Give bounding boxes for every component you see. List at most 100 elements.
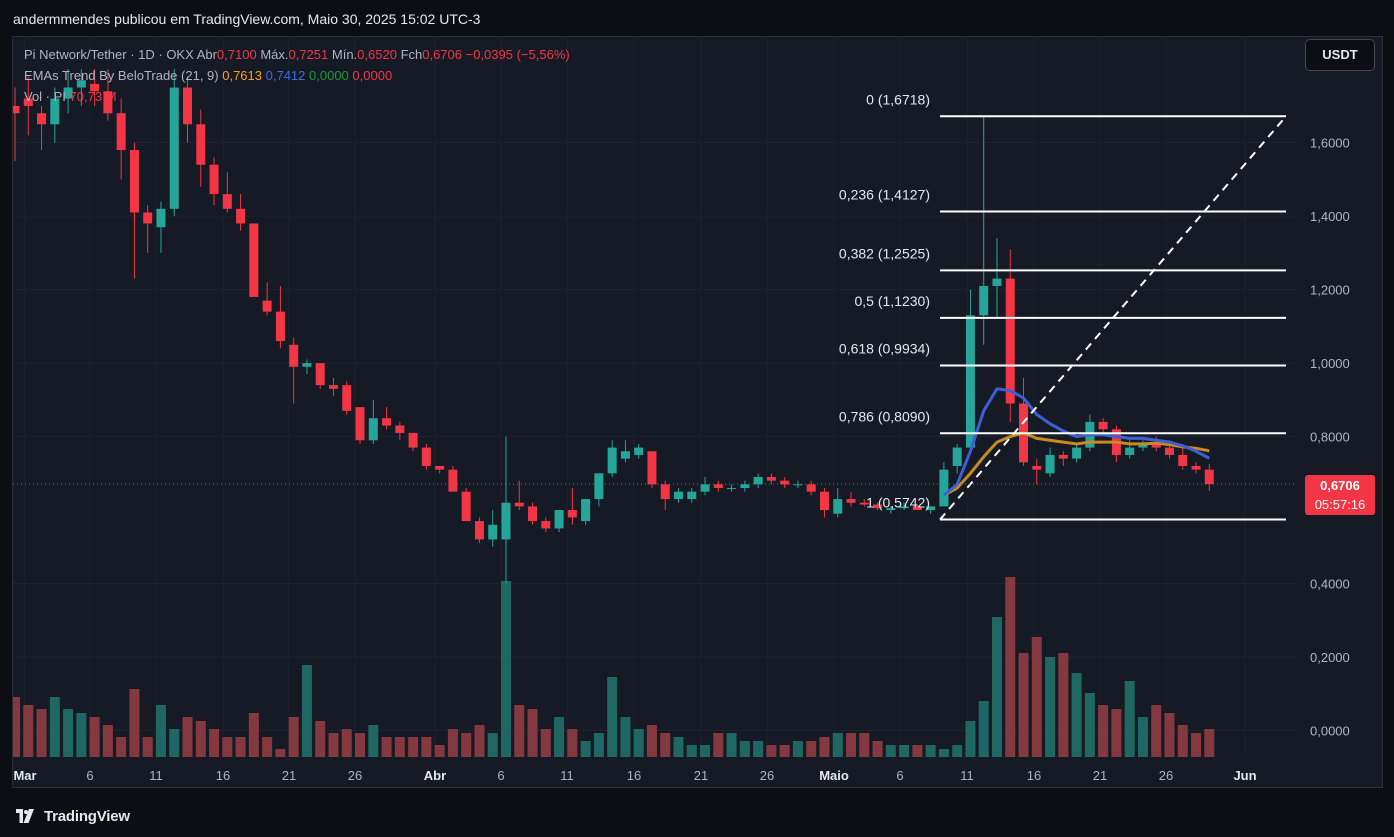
candle-body: [674, 491, 683, 500]
y-tick-label: 0,2000: [1310, 650, 1350, 665]
candle-body: [1138, 443, 1148, 448]
candle-body: [209, 164, 219, 195]
candle-body: [23, 98, 33, 106]
fib-level-label: 0,382 (1,2525): [839, 245, 930, 261]
candle-body: [939, 469, 949, 507]
candle-body: [116, 113, 126, 151]
volume-bar: [660, 733, 671, 757]
candle-body: [793, 484, 803, 486]
x-tick-label: 21: [694, 768, 708, 783]
top-bar: andermmendes publicou em TradingView.com…: [0, 0, 1394, 36]
candle-body: [289, 344, 299, 367]
chart-legend: Pi Network/Tether · 1D · OKX Abr0,7100 M…: [24, 44, 570, 107]
chart-panel[interactable]: [12, 36, 1383, 788]
ema-indicator-name[interactable]: EMAs Trend By BeloTrade (21, 9): [24, 68, 219, 83]
symbol-title[interactable]: Pi Network/Tether · 1D · OKX: [24, 47, 194, 62]
volume-indicator-name[interactable]: Vol · PI: [24, 89, 66, 104]
candle-body: [421, 447, 431, 466]
volume-bar: [89, 717, 100, 757]
candle-body: [461, 491, 471, 522]
volume-value: 70,73 M: [69, 89, 117, 104]
tradingview-brand[interactable]: TradingView: [44, 807, 130, 825]
candle-body: [753, 476, 763, 485]
candle-body: [448, 469, 458, 492]
candle-body: [156, 208, 166, 228]
plot-area: 0 (1,6718) 0,236 (1,4127) 0,382 (1,2525) 0,…: [13, 69, 1296, 757]
candle-body: [1058, 454, 1068, 459]
candle-body: [528, 506, 538, 522]
candle-body: [766, 476, 776, 481]
volume-bar: [129, 689, 140, 757]
candle-body: [514, 502, 524, 507]
candle-body: [435, 465, 445, 470]
candle-body: [926, 506, 936, 511]
fib-level-label: 0,236 (1,4127): [839, 186, 930, 202]
x-tick-label: 11: [149, 768, 163, 783]
ema-value-2: 0,7412: [265, 68, 306, 83]
current-price-tag: 0,6706 05:57:16: [1305, 475, 1375, 515]
candle-body: [37, 113, 47, 125]
volume-bar: [315, 721, 326, 757]
volume-bar: [288, 717, 299, 757]
volume-bar: [1111, 709, 1122, 757]
candle-body: [1125, 447, 1135, 455]
symbol-row[interactable]: Pi Network/Tether · 1D · OKX Abr0,7100 M…: [24, 44, 570, 65]
candle-body: [873, 504, 883, 509]
currency-button[interactable]: USDT: [1305, 39, 1375, 71]
volume-bar: [1005, 577, 1016, 757]
candle-body: [554, 510, 564, 529]
volume-bar: [434, 745, 445, 757]
x-tick-label: 16: [1027, 768, 1041, 783]
candle-body: [1151, 443, 1161, 448]
volume-bar: [1204, 729, 1215, 757]
x-tick-label: 11: [960, 768, 974, 783]
candle-body: [408, 432, 418, 448]
x-tick-label: Jun: [1233, 768, 1256, 783]
volume-bar: [593, 733, 604, 757]
y-tick-label: 1,2000: [1310, 283, 1350, 298]
candle-body: [488, 524, 498, 540]
volume-bar: [554, 717, 565, 757]
candle-body: [1178, 454, 1188, 466]
volume-bar: [859, 733, 870, 757]
y-tick-label: 0,8000: [1310, 430, 1350, 445]
candle-body: [76, 80, 86, 88]
candle-body: [501, 502, 511, 540]
fib-level-label: 0,618 (0,9934): [839, 341, 930, 357]
volume-bar: [222, 737, 233, 757]
y-tick-label: 0,4000: [1310, 577, 1350, 592]
candle-body: [50, 98, 60, 125]
candle-body: [594, 473, 604, 500]
x-tick-label: 11: [560, 768, 574, 783]
close-value: 0,6706: [422, 47, 462, 62]
volume-bar: [978, 701, 989, 757]
volume-bar: [1058, 653, 1069, 757]
open-value: 0,7100: [216, 47, 257, 62]
volume-bar: [832, 733, 843, 757]
footer[interactable]: TradingView: [12, 804, 130, 828]
candle-body: [1098, 421, 1108, 430]
volume-bar: [514, 705, 525, 757]
candle-body: [541, 521, 551, 529]
ema-value-1: 0,7613: [222, 68, 262, 83]
volume-bar: [102, 725, 113, 757]
x-tick-label: 16: [216, 768, 230, 783]
ema-value-4: 0,0000: [352, 68, 393, 83]
candle-body: [581, 499, 591, 522]
y-tick-label: 1,4000: [1310, 209, 1350, 224]
volume-bar: [991, 617, 1002, 757]
fib-level-label: 0 (1,6718): [866, 91, 930, 107]
volume-bar: [328, 733, 339, 757]
y-tick-label: 1,6000: [1310, 136, 1350, 151]
x-tick-label: 6: [497, 768, 504, 783]
volume-row[interactable]: Vol · PI 70,73 M: [24, 86, 570, 107]
candle-body: [660, 484, 670, 500]
volume-bar: [726, 733, 737, 757]
candle-body: [992, 278, 1002, 286]
candle-body: [634, 447, 644, 455]
ema-row[interactable]: EMAs Trend By BeloTrade (21, 9) 0,7613 0…: [24, 65, 570, 86]
candle-body: [859, 502, 869, 505]
volume-bar: [13, 697, 20, 757]
volume-bar: [341, 729, 352, 757]
